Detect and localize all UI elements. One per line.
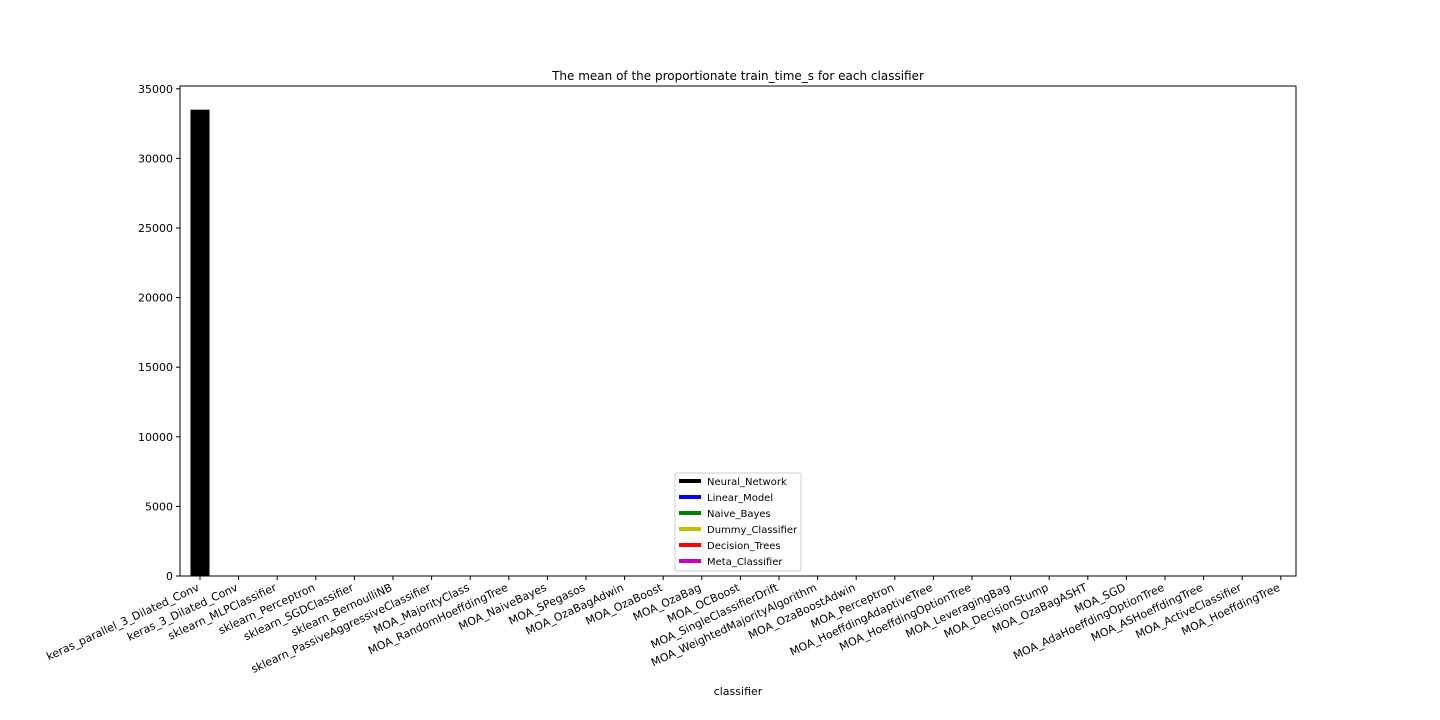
y-tick-label: 5000: [145, 500, 173, 513]
y-tick-label: 35000: [138, 83, 173, 96]
y-axis: 0 5000 10000 15000 20000 25000 30000 35000: [138, 83, 180, 583]
chart-title: The mean of the proportionate train_time…: [551, 69, 924, 83]
legend-label: Linear_Model: [707, 493, 773, 504]
legend-label: Decision_Trees: [707, 541, 781, 552]
y-tick-label: 0: [166, 570, 173, 583]
legend-label: Neural_Network: [707, 477, 787, 488]
y-tick-label: 10000: [138, 431, 173, 444]
legend-label: Meta_Classifier: [707, 557, 783, 568]
x-tick-label: keras_parallel_3_Dilated_Conv: [44, 581, 201, 664]
legend-label: Naive_Bayes: [707, 509, 771, 520]
y-tick-label: 15000: [138, 361, 173, 374]
legend: Neural_Network Linear_Model Naive_Bayes Dum…: [674, 472, 802, 572]
y-tick-label: 20000: [138, 292, 173, 305]
plot-frame: [179, 85, 1297, 577]
x-axis-label: classifier: [714, 685, 763, 698]
y-tick-label: 30000: [138, 152, 173, 165]
legend-box: [674, 472, 802, 572]
bars-group: [190, 109, 210, 576]
bar-keras_parallel_3_Dilated_Conv: [190, 109, 210, 576]
legend-label: Dummy_Classifier: [707, 525, 798, 536]
y-tick-label: 25000: [138, 222, 173, 235]
x-axis: keras_parallel_3_Dilated_Convkeras_3_Dil…: [44, 576, 1282, 676]
